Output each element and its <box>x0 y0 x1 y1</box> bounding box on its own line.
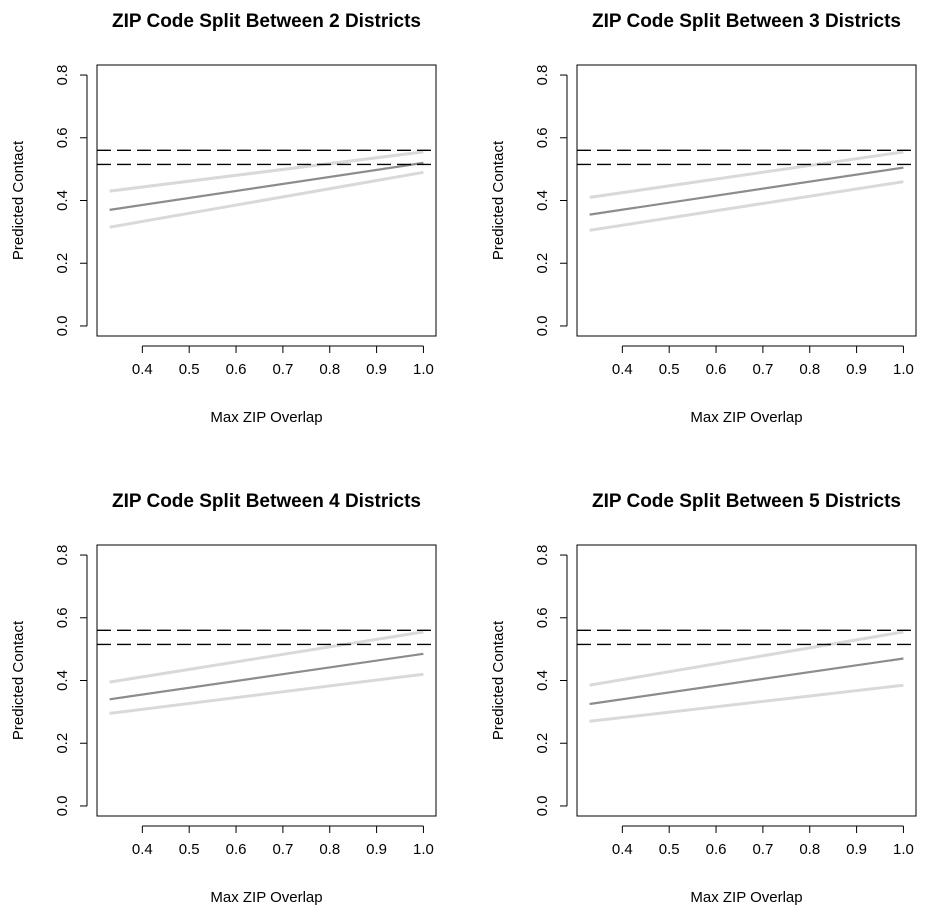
y-tick-label: 0.4 <box>54 670 71 691</box>
x-tick-label: 0.4 <box>612 361 633 378</box>
y-tick-label: 0.0 <box>534 316 551 337</box>
y-tick-label: 0.4 <box>534 190 551 211</box>
x-tick-label: 1.0 <box>413 841 434 858</box>
y-axis-label: Predicted Contact <box>10 620 27 740</box>
y-axis-label: Predicted Contact <box>490 620 507 740</box>
plot-frame <box>96 544 437 817</box>
y-tick-label: 0.8 <box>534 545 551 566</box>
y-tick-label: 0.0 <box>54 316 71 337</box>
plot-frame <box>576 64 917 337</box>
ci-upper-line <box>589 630 904 687</box>
x-tick-label: 0.8 <box>319 841 340 858</box>
y-tick-label: 0.6 <box>534 607 551 628</box>
x-tick-label: 0.7 <box>752 841 773 858</box>
y-tick-label: 0.8 <box>534 65 551 86</box>
estimate-line <box>589 657 904 706</box>
y-tick-label: 0.4 <box>54 190 71 211</box>
plot-frame <box>96 64 437 337</box>
x-tick-label: 0.8 <box>799 361 820 378</box>
ci-lower-line <box>589 180 904 232</box>
panel-1: ZIP Code Split Between 2 Districts 0.4 0.5… <box>10 11 437 426</box>
x-tick-label: 0.9 <box>366 841 387 858</box>
x-tick-label: 0.7 <box>272 361 293 378</box>
x-tick-label: 0.5 <box>659 361 680 378</box>
x-tick-label: 1.0 <box>893 361 914 378</box>
y-tick-label: 0.6 <box>54 607 71 628</box>
y-tick-label: 0.2 <box>54 733 71 754</box>
ci-upper-line <box>109 150 424 193</box>
estimate-line <box>109 161 424 211</box>
panel-2: ZIP Code Split Between 3 Districts 0.4 0.5… <box>490 11 917 426</box>
x-tick-label: 0.7 <box>272 841 293 858</box>
x-tick-label: 0.4 <box>132 361 153 378</box>
y-tick-label: 0.8 <box>54 545 71 566</box>
ci-upper-line <box>109 630 424 684</box>
y-tick-label: 0.8 <box>54 65 71 86</box>
ci-lower-line <box>589 683 904 723</box>
y-tick-label: 0.2 <box>534 733 551 754</box>
x-tick-label: 1.0 <box>413 361 434 378</box>
estimate-line <box>109 652 424 701</box>
y-tick-label: 0.2 <box>54 253 71 274</box>
y-tick-label: 0.2 <box>534 253 551 274</box>
x-tick-label: 0.9 <box>846 361 867 378</box>
x-tick-label: 0.9 <box>846 841 867 858</box>
x-tick-label: 0.4 <box>132 841 153 858</box>
ci-lower-line <box>109 170 424 229</box>
y-tick-label: 0.0 <box>534 796 551 817</box>
ci-upper-line <box>589 150 904 199</box>
y-tick-label: 0.6 <box>54 127 71 148</box>
chart-title: ZIP Code Split Between 2 Districts <box>112 11 421 32</box>
panel-3: ZIP Code Split Between 4 Districts 0.4 0.5… <box>10 491 437 906</box>
x-tick-label: 0.9 <box>366 361 387 378</box>
chart-title: ZIP Code Split Between 5 Districts <box>592 491 901 512</box>
y-tick-label: 0.6 <box>534 127 551 148</box>
x-tick-label: 0.5 <box>179 841 200 858</box>
x-tick-label: 0.5 <box>659 841 680 858</box>
panel-4: ZIP Code Split Between 5 Districts 0.4 0.5… <box>490 491 917 906</box>
y-tick-label: 0.4 <box>534 670 551 691</box>
x-tick-label: 0.4 <box>612 841 633 858</box>
y-axis-label: Predicted Contact <box>490 140 507 260</box>
x-axis-label: Max ZIP Overlap <box>690 889 802 906</box>
x-tick-label: 0.6 <box>226 361 247 378</box>
x-tick-label: 0.7 <box>752 361 773 378</box>
x-axis-label: Max ZIP Overlap <box>210 889 322 906</box>
x-tick-label: 0.8 <box>319 361 340 378</box>
x-axis-label: Max ZIP Overlap <box>690 409 802 426</box>
plot-frame <box>576 544 917 817</box>
chart-title: ZIP Code Split Between 3 Districts <box>592 11 901 32</box>
x-axis-label: Max ZIP Overlap <box>210 409 322 426</box>
x-tick-label: 0.5 <box>179 361 200 378</box>
chart-title: ZIP Code Split Between 4 Districts <box>112 491 421 512</box>
x-tick-label: 1.0 <box>893 841 914 858</box>
x-tick-label: 0.8 <box>799 841 820 858</box>
x-tick-label: 0.6 <box>706 361 727 378</box>
ci-lower-line <box>109 672 424 715</box>
y-axis-label: Predicted Contact <box>10 140 27 260</box>
x-tick-label: 0.6 <box>226 841 247 858</box>
x-tick-label: 0.6 <box>706 841 727 858</box>
estimate-line <box>589 166 904 216</box>
y-tick-label: 0.0 <box>54 796 71 817</box>
